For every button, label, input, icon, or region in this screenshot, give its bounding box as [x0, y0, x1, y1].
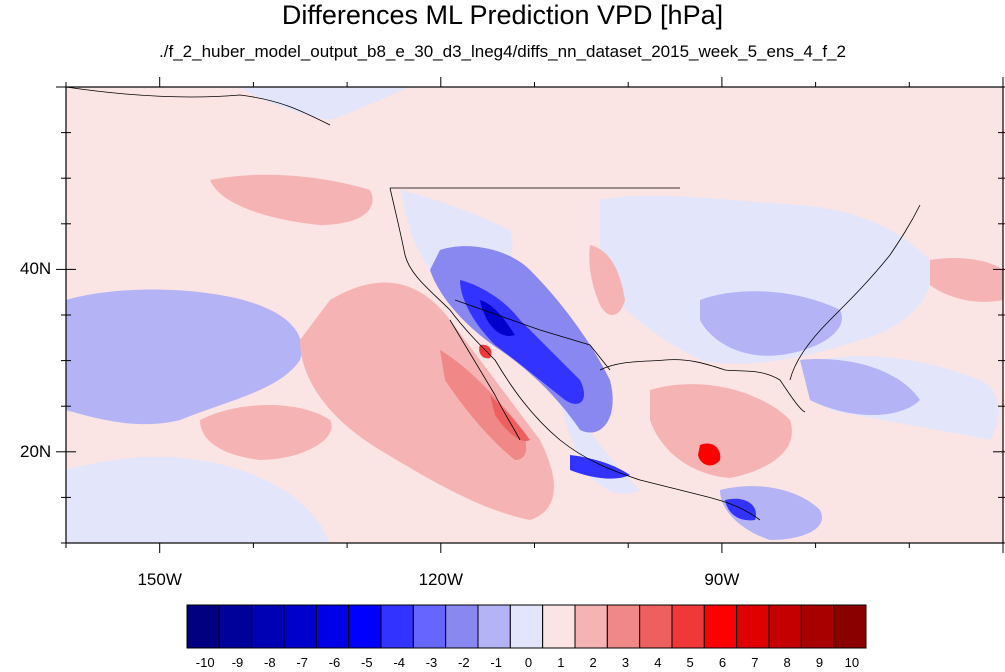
colorbar-label: -7 — [296, 655, 308, 670]
colorbar-box — [283, 604, 317, 649]
colorbar-label: -4 — [393, 655, 405, 670]
colorbar-box — [186, 604, 220, 649]
field-light-blue-north-pacific — [66, 87, 410, 120]
field-light-blue-east-us — [600, 195, 932, 364]
field-red-pacific-band — [200, 405, 332, 460]
colorbar-box — [477, 604, 511, 649]
colorbar-box — [251, 604, 285, 649]
lat-label: 40N — [20, 259, 52, 279]
colorbar-label: 4 — [654, 655, 662, 670]
coastlines — [66, 87, 921, 521]
colorbar-label: 7 — [751, 655, 759, 670]
gulf-coastline — [599, 359, 806, 413]
lat-label: 20N — [20, 441, 52, 461]
field-red-hotspot — [698, 443, 721, 466]
colorbar-box — [348, 604, 382, 649]
east-coastline — [789, 204, 921, 381]
colorbar-label: 6 — [718, 655, 727, 670]
field-red-atlantic — [930, 258, 1003, 302]
colorbar-box — [833, 604, 867, 649]
colorbar-box — [315, 604, 350, 649]
colorbar-label: -2 — [458, 655, 470, 670]
map-subtitle: ./f_2_huber_model_output_b8_e_30_d3_lneg… — [159, 42, 846, 61]
field-red-gulf-mexico — [650, 384, 792, 478]
field-red-northwest — [210, 174, 373, 225]
field-red-baja-core — [440, 350, 527, 460]
colorbar-label: -6 — [328, 655, 341, 670]
colorbar-box — [800, 604, 835, 649]
colorbar-label: 2 — [589, 655, 597, 670]
colorbar-label: 0 — [524, 655, 533, 670]
colorbar-label: -1 — [490, 655, 502, 670]
colorbar-label: 5 — [686, 655, 694, 670]
colorbar-box — [703, 604, 738, 649]
colorbar-box — [606, 604, 641, 649]
colorbar-label: 10 — [844, 655, 860, 670]
colorbar-label: -3 — [425, 655, 438, 670]
colorbar-label: 3 — [621, 655, 630, 670]
colorbar-box — [218, 604, 253, 649]
colorbar-box — [445, 604, 479, 649]
field-red-plains — [589, 245, 625, 315]
colorbar-box — [509, 604, 544, 649]
colorbar-box — [574, 604, 608, 649]
field-blue-pacific — [66, 289, 302, 425]
colorbar-label: -9 — [231, 655, 244, 670]
baja-peninsula — [449, 319, 521, 441]
colorbar-box — [639, 604, 673, 649]
us-mexico-border — [454, 299, 611, 371]
colorbar-label: -8 — [264, 655, 276, 670]
colorbar-label: 8 — [783, 655, 791, 670]
map-ticks — [56, 77, 1005, 553]
field-blue-southeast-us — [700, 291, 842, 356]
field-blue-central-america — [720, 486, 822, 540]
colorbar-box — [412, 604, 447, 649]
colorbar-label: -5 — [361, 655, 373, 670]
field-red-gulf-spot — [479, 344, 492, 359]
field-blue-south-mexico — [570, 455, 630, 479]
field-blue-gulf — [800, 359, 920, 415]
north-america-coastline — [389, 187, 761, 521]
colorbar-label: -10 — [195, 655, 215, 670]
lon-label: 150W — [137, 570, 182, 589]
lon-label: 120W — [418, 570, 464, 589]
colorbar-label: 9 — [815, 655, 824, 670]
map-field — [66, 87, 1003, 543]
colorbar-box — [736, 604, 770, 649]
map-title: Differences ML Prediction VPD [hPa] — [281, 0, 724, 30]
field-red-baja-pacific — [300, 282, 554, 520]
colorbar-box — [380, 604, 414, 649]
lon-label: 90W — [704, 570, 740, 589]
colorbar-box — [768, 604, 802, 649]
field-light-blue-pacific-south — [66, 456, 330, 543]
field-blue-honduras — [725, 498, 756, 521]
colorbar-box — [542, 604, 576, 649]
colorbar-label: 1 — [557, 655, 565, 670]
alaska-coast — [66, 87, 331, 126]
colorbar-box — [671, 604, 705, 649]
field-red-strong — [490, 395, 530, 441]
field-blue-darkest — [480, 300, 515, 336]
